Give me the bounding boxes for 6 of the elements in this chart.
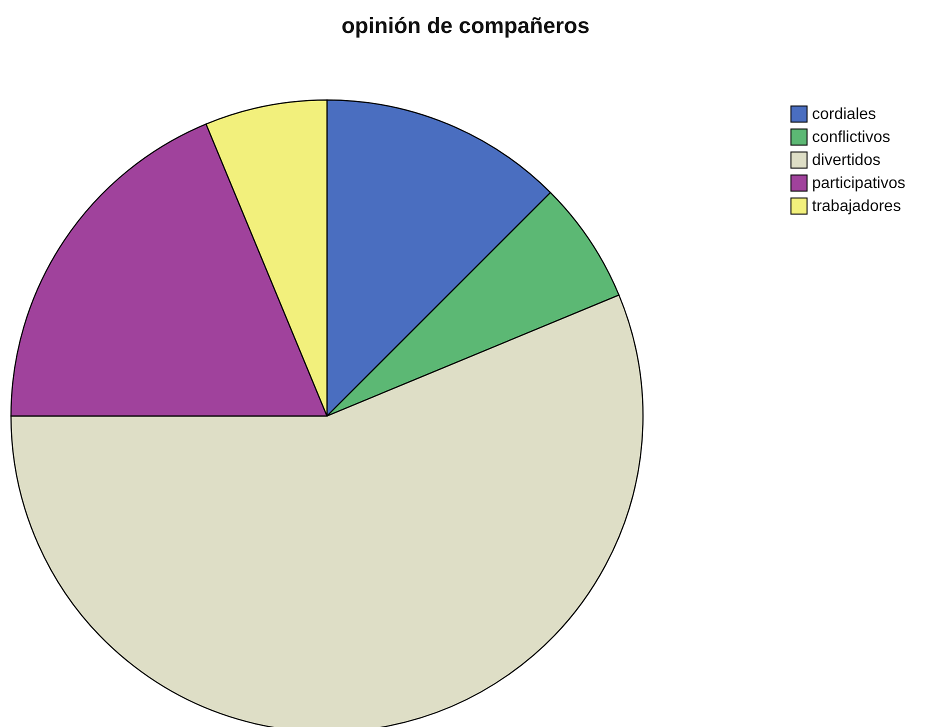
legend-label: trabajadores [812,198,901,215]
legend-label: participativos [812,175,906,192]
legend-label: cordiales [812,106,876,123]
legend-label: divertidos [812,152,880,169]
legend-label: conflictivos [812,129,890,146]
chart-title: opinión de compañeros [341,13,590,38]
